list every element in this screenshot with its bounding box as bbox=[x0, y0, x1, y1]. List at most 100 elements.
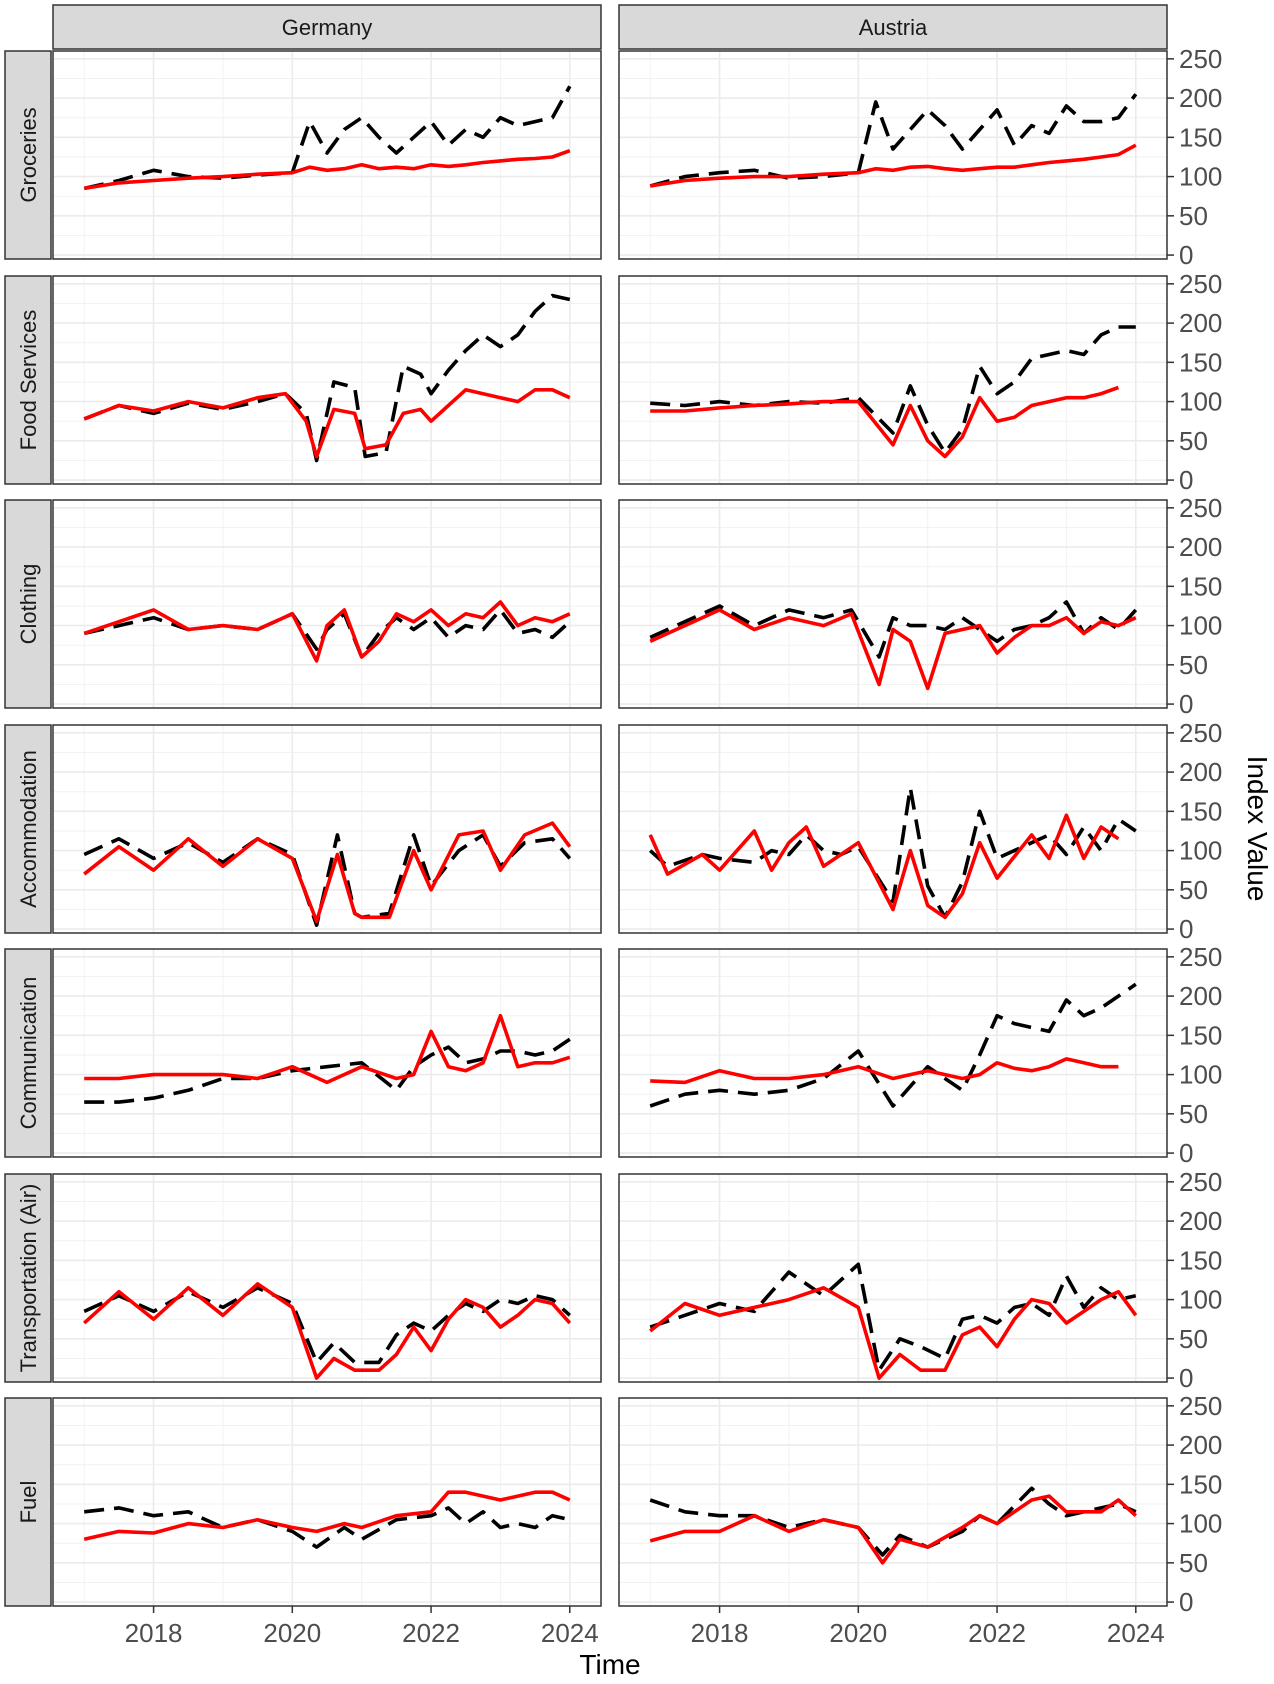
y-tick-label: 150 bbox=[1179, 1245, 1222, 1275]
y-tick-label: 100 bbox=[1179, 836, 1222, 866]
panel-germany-accommodation-bg bbox=[53, 725, 601, 933]
series-solid-austria-transportation-air bbox=[649, 1286, 1138, 1380]
x-tick-label: 2024 bbox=[541, 1618, 599, 1648]
y-tick-label: 0 bbox=[1179, 1138, 1193, 1168]
y-tick-label: 0 bbox=[1179, 914, 1193, 944]
y-tick-label: 250 bbox=[1179, 942, 1222, 972]
x-tick-label: 2018 bbox=[125, 1618, 183, 1648]
y-tick-label: 50 bbox=[1179, 201, 1208, 231]
panel-germany-accommodation-border bbox=[52, 724, 602, 934]
y-tick-label: 150 bbox=[1179, 1020, 1222, 1050]
series-solid-germany-accommodation bbox=[83, 821, 572, 923]
panel-germany-fuel-border bbox=[52, 1397, 602, 1607]
panel-austria-food-services-border bbox=[618, 275, 1168, 485]
panel-austria-communication-border bbox=[618, 948, 1168, 1158]
strip-groceries-label: Groceries bbox=[16, 107, 41, 202]
panel-germany-transportation-air-bg bbox=[53, 1174, 601, 1382]
strip-groceries-bg bbox=[4, 50, 52, 260]
panel-austria-transportation-air-bg bbox=[619, 1174, 1167, 1382]
panel-austria-clothing-bg bbox=[619, 500, 1167, 708]
y-tick-label: 200 bbox=[1179, 1206, 1222, 1236]
series-dashed-austria-transportation-air bbox=[649, 1262, 1137, 1372]
y-tick-label: 100 bbox=[1179, 387, 1222, 417]
y-tick-label: 100 bbox=[1179, 611, 1222, 641]
y-tick-label: 50 bbox=[1179, 650, 1208, 680]
y-tick-label: 50 bbox=[1179, 426, 1208, 456]
y-tick-label: 200 bbox=[1179, 532, 1222, 562]
panel-germany-transportation-air-border bbox=[52, 1173, 602, 1383]
series-solid-austria-accommodation bbox=[648, 813, 1120, 920]
y-tick-label: 200 bbox=[1179, 757, 1222, 787]
series-dashed-germany-fuel bbox=[83, 1506, 571, 1549]
strip-austria-bg bbox=[618, 4, 1168, 50]
panel-germany-groceries-bg bbox=[53, 51, 601, 259]
y-tick-label: 150 bbox=[1179, 571, 1222, 601]
x-axis-title: Time bbox=[579, 1649, 640, 1680]
strip-clothing-bg bbox=[4, 499, 52, 709]
y-tick-label: 50 bbox=[1179, 1548, 1208, 1578]
y-tick-label: 50 bbox=[1179, 1324, 1208, 1354]
y-tick-label: 0 bbox=[1179, 1587, 1193, 1617]
series-solid-germany-groceries bbox=[83, 149, 571, 191]
panel-austria-groceries-bg bbox=[619, 51, 1167, 259]
panel-austria-groceries-border bbox=[618, 50, 1168, 260]
series-dashed-austria-communication bbox=[649, 982, 1137, 1108]
y-axis-title: Index Value bbox=[1242, 756, 1273, 902]
panel-germany-clothing-border bbox=[52, 499, 602, 709]
y-tick-label: 250 bbox=[1179, 718, 1222, 748]
y-tick-label: 250 bbox=[1179, 1167, 1222, 1197]
y-tick-label: 150 bbox=[1179, 1469, 1222, 1499]
panel-germany-groceries-border bbox=[52, 50, 602, 260]
strip-austria-label: Austria bbox=[859, 15, 928, 40]
strip-transportation-air-label: Transportation (Air) bbox=[16, 1184, 41, 1373]
series-solid-germany-clothing bbox=[83, 600, 571, 663]
y-tick-label: 100 bbox=[1179, 1060, 1222, 1090]
y-tick-label: 250 bbox=[1179, 44, 1222, 74]
series-solid-austria-food-services bbox=[650, 385, 1120, 459]
strip-germany-label: Germany bbox=[282, 15, 372, 40]
y-tick-label: 100 bbox=[1179, 162, 1222, 192]
series-solid-germany-fuel bbox=[83, 1490, 571, 1542]
strip-communication-label: Communication bbox=[16, 977, 41, 1130]
panel-austria-fuel-border bbox=[618, 1397, 1168, 1607]
x-tick-label: 2020 bbox=[263, 1618, 321, 1648]
series-solid-germany-food-services bbox=[83, 388, 571, 459]
y-tick-label: 100 bbox=[1179, 1509, 1222, 1539]
y-tick-label: 200 bbox=[1179, 981, 1222, 1011]
y-tick-label: 200 bbox=[1179, 1430, 1222, 1460]
y-tick-label: 150 bbox=[1179, 122, 1222, 152]
series-solid-germany-communication bbox=[84, 1013, 571, 1085]
panel-austria-accommodation-border bbox=[618, 724, 1168, 934]
panel-austria-fuel-bg bbox=[619, 1398, 1167, 1606]
strip-fuel-bg bbox=[4, 1397, 52, 1607]
strip-transportation-air-bg bbox=[4, 1173, 52, 1383]
strip-food-services-label: Food Services bbox=[16, 310, 41, 451]
y-tick-label: 0 bbox=[1179, 689, 1193, 719]
strip-fuel-label: Fuel bbox=[16, 1481, 41, 1524]
y-tick-label: 200 bbox=[1179, 308, 1222, 338]
panel-austria-food-services-bg bbox=[619, 276, 1167, 484]
series-solid-austria-communication bbox=[650, 1057, 1119, 1085]
strip-clothing-label: Clothing bbox=[16, 564, 41, 645]
panel-austria-transportation-air-border bbox=[618, 1173, 1168, 1383]
series-dashed-austria-clothing bbox=[649, 600, 1138, 659]
y-tick-label: 150 bbox=[1179, 796, 1222, 826]
panel-germany-food-services-border bbox=[52, 275, 602, 485]
x-tick-label: 2024 bbox=[1107, 1618, 1165, 1648]
panel-germany-communication-border bbox=[52, 948, 602, 1158]
strip-communication-bg bbox=[4, 948, 52, 1158]
series-solid-germany-transportation-air bbox=[82, 1282, 572, 1380]
strip-germany-bg bbox=[52, 4, 602, 50]
strip-accommodation-label: Accommodation bbox=[16, 750, 41, 908]
series-solid-austria-groceries bbox=[649, 143, 1137, 188]
y-tick-label: 150 bbox=[1179, 347, 1222, 377]
strip-accommodation-bg bbox=[4, 724, 52, 934]
y-tick-label: 50 bbox=[1179, 1099, 1208, 1129]
strip-food-services-bg bbox=[4, 275, 52, 485]
y-tick-label: 50 bbox=[1179, 875, 1208, 905]
y-tick-label: 200 bbox=[1179, 83, 1222, 113]
x-tick-label: 2018 bbox=[691, 1618, 749, 1648]
y-tick-label: 0 bbox=[1179, 1363, 1193, 1393]
panel-germany-fuel-bg bbox=[53, 1398, 601, 1606]
